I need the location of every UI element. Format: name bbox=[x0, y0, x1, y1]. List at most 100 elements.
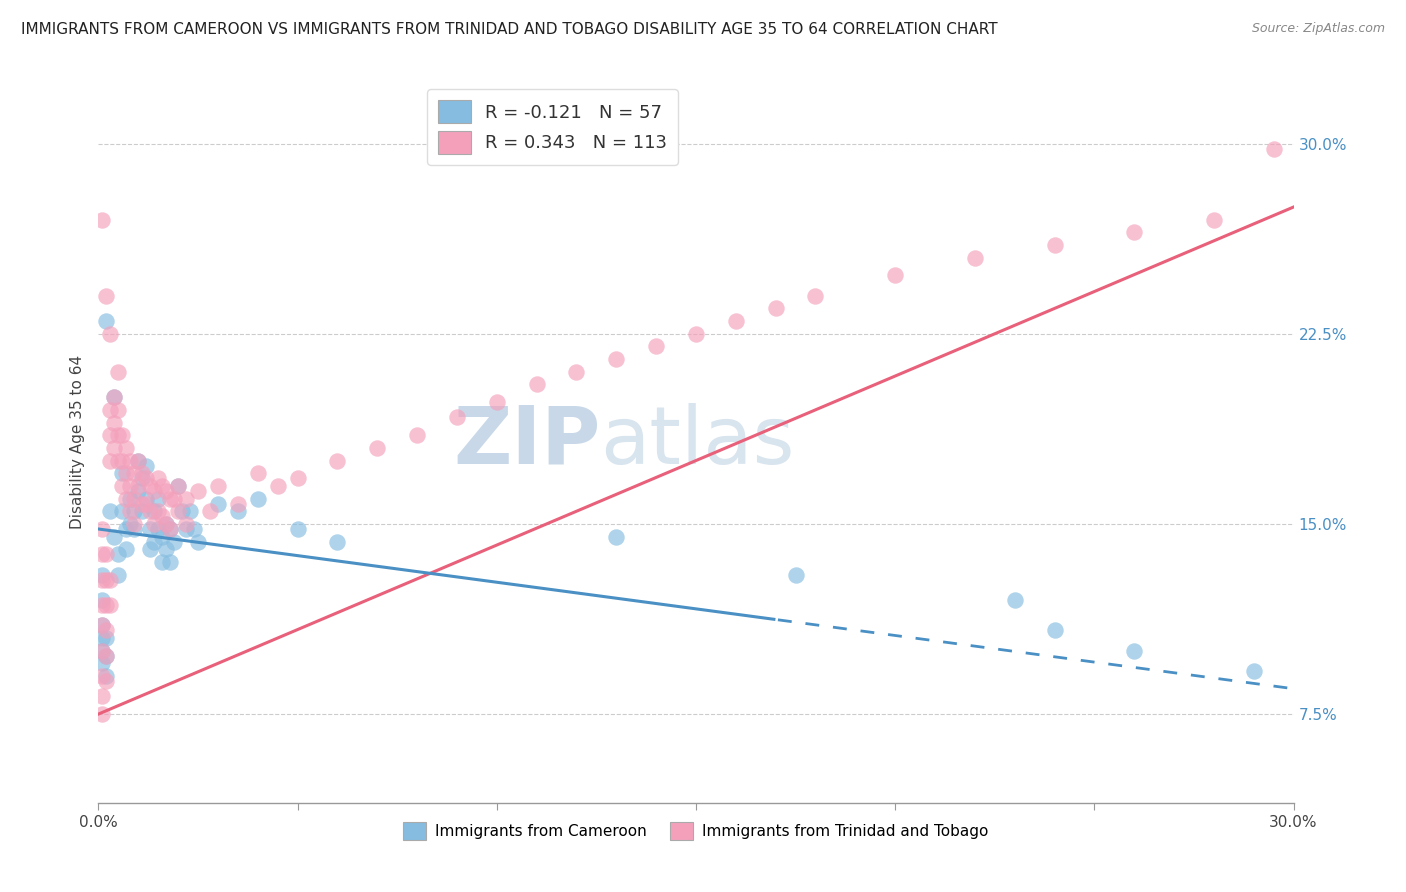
Point bbox=[131, 504, 153, 518]
Point bbox=[785, 567, 807, 582]
Text: IMMIGRANTS FROM CAMEROON VS IMMIGRANTS FROM TRINIDAD AND TOBAGO DISABILITY AGE 3: IMMIGRANTS FROM CAMEROON VS IMMIGRANTS F… bbox=[21, 22, 998, 37]
Point bbox=[98, 402, 122, 417]
Point bbox=[91, 593, 114, 607]
Point bbox=[155, 483, 177, 498]
Point bbox=[172, 504, 194, 518]
Point bbox=[96, 669, 118, 683]
Point bbox=[143, 483, 166, 498]
Point bbox=[198, 504, 221, 518]
Point bbox=[96, 674, 118, 689]
Point bbox=[143, 504, 166, 518]
Point bbox=[174, 516, 197, 531]
Point bbox=[1123, 226, 1146, 240]
Point bbox=[139, 479, 162, 493]
Point bbox=[103, 530, 125, 544]
Point bbox=[107, 428, 129, 442]
Legend: Immigrants from Cameroon, Immigrants from Trinidad and Tobago: Immigrants from Cameroon, Immigrants fro… bbox=[398, 816, 994, 846]
Point bbox=[287, 471, 309, 485]
Point bbox=[91, 690, 114, 704]
Point bbox=[139, 542, 162, 557]
Point bbox=[526, 377, 548, 392]
Point bbox=[150, 509, 173, 524]
Point bbox=[124, 516, 146, 531]
Point bbox=[724, 314, 747, 328]
Point bbox=[98, 428, 122, 442]
Point bbox=[131, 471, 153, 485]
Point bbox=[96, 631, 118, 645]
Point bbox=[115, 491, 138, 506]
Point bbox=[326, 453, 349, 467]
Point bbox=[96, 573, 118, 587]
Point bbox=[91, 643, 114, 657]
Point bbox=[91, 707, 114, 722]
Point bbox=[103, 390, 125, 404]
Point bbox=[98, 573, 122, 587]
Point bbox=[565, 365, 588, 379]
Point bbox=[159, 491, 181, 506]
Point bbox=[605, 352, 627, 367]
Point bbox=[91, 598, 114, 612]
Point bbox=[1043, 624, 1066, 638]
Point bbox=[135, 471, 157, 485]
Point bbox=[135, 497, 157, 511]
Point bbox=[124, 467, 146, 481]
Point bbox=[645, 339, 668, 353]
Text: ZIP: ZIP bbox=[453, 402, 600, 481]
Point bbox=[150, 555, 173, 569]
Point bbox=[167, 479, 190, 493]
Point bbox=[685, 326, 707, 341]
Point bbox=[148, 491, 170, 506]
Point bbox=[115, 522, 138, 536]
Point bbox=[96, 624, 118, 638]
Point bbox=[127, 479, 149, 493]
Point bbox=[226, 497, 249, 511]
Point bbox=[765, 301, 787, 316]
Point bbox=[366, 441, 388, 455]
Point bbox=[207, 479, 229, 493]
Point bbox=[143, 516, 166, 531]
Point bbox=[174, 522, 197, 536]
Point bbox=[91, 669, 114, 683]
Point bbox=[96, 547, 118, 561]
Point bbox=[139, 504, 162, 518]
Point bbox=[159, 522, 181, 536]
Point bbox=[115, 441, 138, 455]
Point bbox=[446, 410, 468, 425]
Point bbox=[91, 547, 114, 561]
Point bbox=[207, 497, 229, 511]
Point bbox=[163, 534, 186, 549]
Point bbox=[406, 428, 429, 442]
Point bbox=[267, 479, 290, 493]
Point bbox=[91, 522, 114, 536]
Point bbox=[135, 491, 157, 506]
Point bbox=[107, 547, 129, 561]
Point bbox=[96, 648, 118, 663]
Point bbox=[135, 458, 157, 473]
Point bbox=[155, 516, 177, 531]
Point bbox=[804, 289, 827, 303]
Point bbox=[98, 326, 122, 341]
Point bbox=[127, 483, 149, 498]
Point bbox=[107, 453, 129, 467]
Point bbox=[131, 497, 153, 511]
Point bbox=[159, 522, 181, 536]
Point bbox=[107, 567, 129, 582]
Point bbox=[187, 534, 209, 549]
Point bbox=[98, 598, 122, 612]
Point bbox=[120, 479, 142, 493]
Point bbox=[155, 516, 177, 531]
Text: Source: ZipAtlas.com: Source: ZipAtlas.com bbox=[1251, 22, 1385, 36]
Point bbox=[98, 453, 122, 467]
Point bbox=[124, 491, 146, 506]
Point bbox=[120, 491, 142, 506]
Point bbox=[605, 530, 627, 544]
Point bbox=[120, 453, 142, 467]
Point bbox=[287, 522, 309, 536]
Point bbox=[246, 491, 269, 506]
Point bbox=[1043, 238, 1066, 252]
Point bbox=[91, 643, 114, 657]
Point bbox=[159, 555, 181, 569]
Point bbox=[124, 504, 146, 518]
Point bbox=[167, 504, 190, 518]
Point bbox=[115, 542, 138, 557]
